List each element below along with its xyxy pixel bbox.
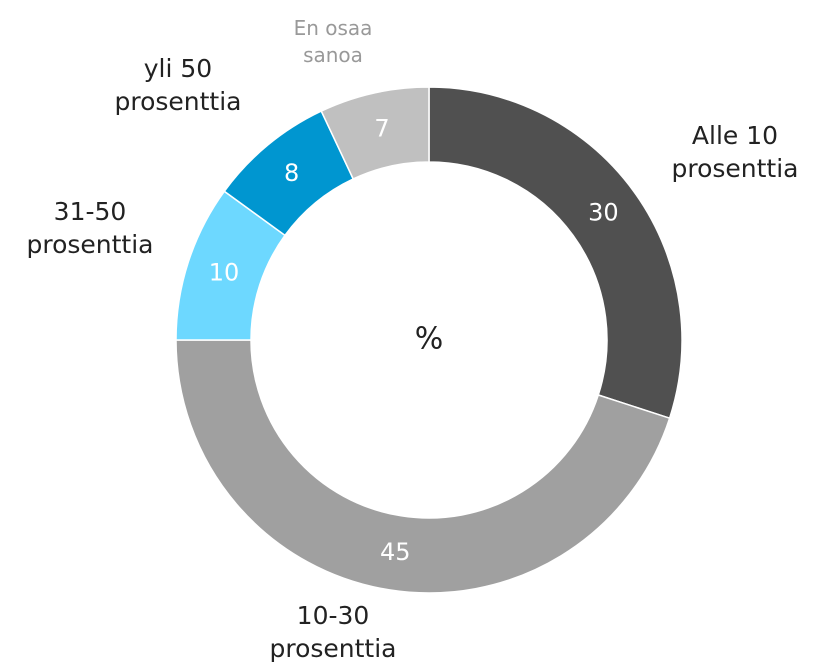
donut-segment — [175, 339, 671, 594]
category-label: yli 50 prosenttia — [114, 54, 242, 116]
value-label: 45 — [380, 538, 411, 566]
category-label: Alle 10 prosenttia — [671, 121, 799, 183]
value-label: 7 — [374, 115, 389, 143]
category-label: 10-30 prosenttia — [269, 601, 397, 663]
value-label: 8 — [284, 159, 299, 187]
category-label: 31-50 prosenttia — [26, 197, 154, 259]
center-label: % — [415, 322, 444, 357]
donut-segment — [428, 86, 683, 420]
value-label: 30 — [588, 198, 619, 226]
category-label: En osaa sanoa — [293, 16, 373, 67]
donut-segment — [320, 86, 430, 180]
value-label: 10 — [209, 258, 240, 286]
